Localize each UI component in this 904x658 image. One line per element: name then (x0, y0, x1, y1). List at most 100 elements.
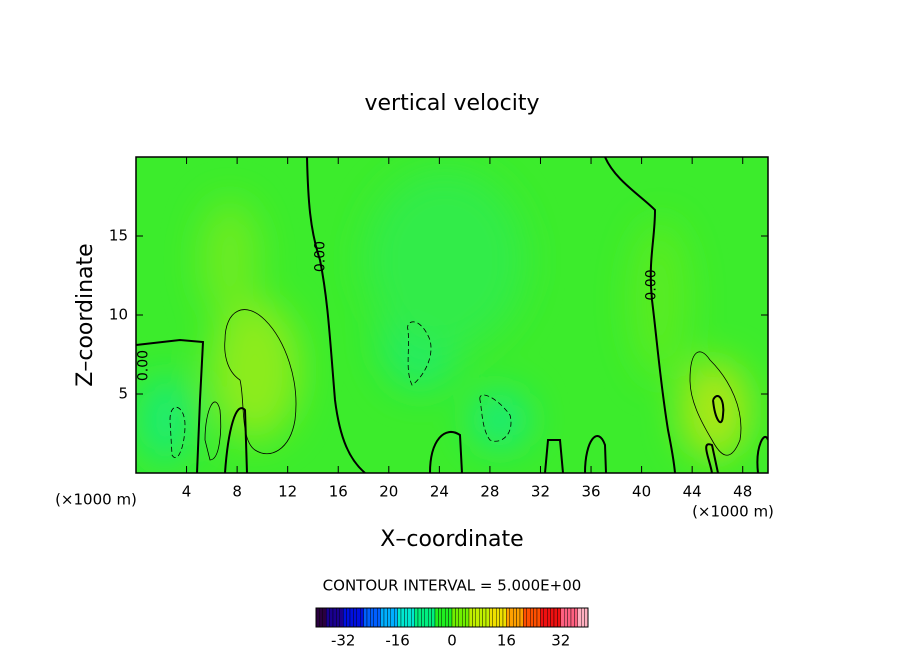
x-axis-label: X–coordinate (380, 527, 523, 552)
colorbar-cell (366, 607, 371, 628)
colorbar-cell (424, 607, 429, 628)
colorbar-cell (329, 607, 334, 628)
colorbar-cell (370, 607, 374, 628)
colorbar-cell (390, 607, 395, 628)
colorbar-cell (540, 607, 545, 628)
x-tick-label: 20 (379, 483, 398, 501)
colorbar-tick-label: -32 (331, 632, 356, 650)
contour-interval: CONTOUR INTERVAL = 5.000E+00 (323, 577, 582, 595)
colorbar-cell (468, 607, 473, 628)
colorbar-cell (380, 607, 385, 628)
colorbar-cell (502, 607, 507, 628)
contour-label: 0.00 (644, 269, 660, 300)
colorbar-cell (516, 607, 521, 628)
colorbar-cell (499, 607, 504, 628)
contour-label: 0.00 (313, 241, 329, 272)
colorbar-cell (547, 607, 551, 628)
y-tick-label: 10 (109, 306, 128, 324)
colorbar-cell (387, 607, 391, 628)
x-tick-label: 40 (632, 483, 651, 501)
colorbar-cell (421, 607, 425, 628)
colorbar-cell (462, 607, 466, 628)
colorbar-cell (417, 607, 422, 628)
x-tick-label: 16 (329, 483, 348, 501)
colorbar-frame (315, 607, 589, 628)
contour-label: 0.00 (136, 350, 152, 381)
colorbar-tick-label: 16 (497, 632, 516, 650)
colorbar-cell (526, 607, 531, 628)
x-tick-label: 8 (232, 483, 242, 501)
colorbar-tick-label: 0 (447, 632, 457, 650)
colorbar-cell (570, 607, 575, 628)
colorbar-cell (326, 607, 330, 628)
colorbar-cell (363, 607, 368, 628)
contours (136, 157, 768, 473)
colorbar-cell (319, 607, 323, 628)
colorbar-cell (383, 607, 388, 628)
colorbar-cell (519, 607, 524, 628)
x-tick-label: 12 (278, 483, 297, 501)
colorbar-cell (434, 607, 439, 628)
colorbar-cell (530, 607, 534, 628)
colorbar-cell (360, 607, 364, 628)
colorbar-cell (373, 607, 378, 628)
field-shading (137, 170, 750, 465)
colorbar-cell (322, 607, 327, 628)
colorbar-cell (533, 607, 538, 628)
colorbar-cell (553, 607, 558, 628)
colorbar-cell (407, 607, 412, 628)
colorbar-cell (336, 607, 340, 628)
x-tick-label: 28 (480, 483, 499, 501)
colorbar-cell (458, 607, 463, 628)
y-tick-label: 5 (118, 385, 128, 403)
colorbar-cell (455, 607, 459, 628)
x-tick-label: 36 (581, 483, 600, 501)
colorbar-cell (482, 607, 487, 628)
colorbar-cell (315, 607, 320, 628)
y-tick-label: 15 (109, 227, 128, 245)
colorbar-cell (564, 607, 568, 628)
colorbar-cell (404, 607, 408, 628)
colorbar-cell (448, 607, 453, 628)
colorbar-cell (465, 607, 470, 628)
colorbar-cell (332, 607, 337, 628)
colorbar-cell (496, 607, 500, 628)
colorbar-cell (475, 607, 480, 628)
colorbar-cell (536, 607, 541, 628)
colorbar-cell (506, 607, 510, 628)
colorbar-cell (411, 607, 415, 628)
colorbar-cell (438, 607, 442, 628)
colorbar-cell (543, 607, 548, 628)
colorbar-cell (377, 607, 381, 628)
colorbar-cell (394, 607, 398, 628)
y-axis-label: Z–coordinate (73, 243, 98, 386)
colorbar-cell (472, 607, 476, 628)
colorbar-cell (557, 607, 562, 628)
colorbar-cell (353, 607, 357, 628)
colorbar-cell (560, 607, 565, 628)
colorbar-cell (581, 607, 585, 628)
colorbar-cell (400, 607, 405, 628)
colorbar-cell (431, 607, 436, 628)
colorbar-cell (550, 607, 555, 628)
colorbar-cell (567, 607, 572, 628)
y-unit-label: (×1000 m) (55, 491, 137, 509)
colorbar-tick-label: -16 (385, 632, 410, 650)
colorbar-cell (397, 607, 402, 628)
colorbar-cell (584, 607, 589, 628)
colorbar-cell (509, 607, 514, 628)
x-tick-label: 32 (531, 483, 550, 501)
colorbar-cell (428, 607, 432, 628)
x-tick-label: 44 (683, 483, 702, 501)
chart-title: vertical velocity (364, 91, 539, 116)
colorbar-cell (485, 607, 490, 628)
x-tick-label: 4 (182, 483, 192, 501)
colorbar-cell (489, 607, 493, 628)
colorbar-cell (451, 607, 456, 628)
colorbar-cell (339, 607, 344, 628)
colorbar-cell (523, 607, 528, 628)
colorbar-cell (574, 607, 579, 628)
colorbar-cell (577, 607, 582, 628)
colorbar-cell (349, 607, 354, 628)
